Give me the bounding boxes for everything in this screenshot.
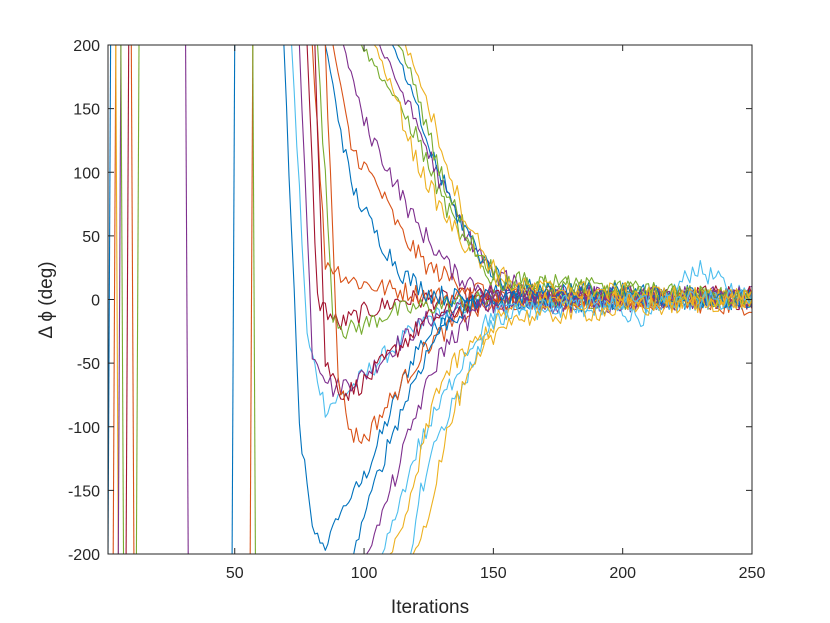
x-tick-label: 50 — [226, 565, 244, 582]
y-tick-label: 200 — [73, 38, 100, 55]
y-tick-label: 0 — [91, 293, 100, 310]
series-line-9 — [185, 45, 189, 554]
tick-layer: 50 100 150 200 250 200 150 100 50 0 -50 -100 -150 -20… — [68, 38, 765, 582]
x-tick-label: 100 — [351, 565, 378, 582]
series-line-6 — [125, 45, 130, 554]
y-tick-label: -50 — [77, 356, 100, 373]
y-tick-label: 150 — [73, 102, 100, 119]
y-tick-label: -200 — [68, 547, 100, 564]
series-line-3 — [115, 45, 119, 554]
series-line-35 — [412, 291, 752, 554]
series-line-12 — [252, 45, 256, 554]
series-line-2 — [112, 45, 117, 554]
series-line-4 — [117, 45, 122, 554]
x-tick-label: 150 — [480, 565, 507, 582]
x-tick-label: 200 — [609, 565, 636, 582]
y-tick-label: 100 — [73, 165, 100, 182]
series-line-5 — [120, 45, 125, 554]
x-axis-title: Iterations — [391, 597, 469, 618]
y-tick-label: -100 — [68, 420, 100, 437]
y-axis-title: Δ ϕ (deg) — [36, 261, 57, 338]
series-line-8 — [135, 45, 140, 554]
y-tick-label: -150 — [68, 483, 100, 500]
x-tick-label: 250 — [739, 565, 766, 582]
y-tick-label: 50 — [82, 229, 100, 246]
series-line-10 — [231, 45, 236, 554]
series-layer — [108, 45, 752, 554]
series-line-11 — [249, 45, 254, 554]
series-line-33 — [404, 45, 752, 308]
series-line-7 — [130, 45, 135, 554]
